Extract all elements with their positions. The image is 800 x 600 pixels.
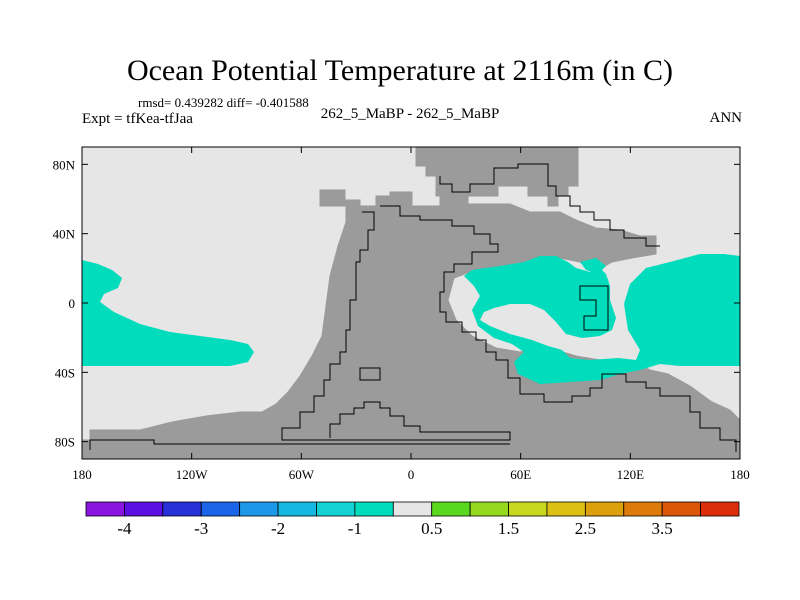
land-arctic bbox=[415, 146, 579, 207]
x-tick-label: 0 bbox=[408, 467, 415, 482]
contour-interior bbox=[380, 205, 737, 452]
colorbar-label: 3.5 bbox=[652, 519, 673, 538]
colorbar-swatch bbox=[469, 501, 509, 517]
colorbar-label: -4 bbox=[117, 519, 132, 538]
colorbar-label: -1 bbox=[348, 519, 362, 538]
colorbar-swatch bbox=[85, 501, 125, 517]
colorbar-swatch bbox=[354, 501, 394, 517]
x-tick-label: 60W bbox=[289, 467, 315, 482]
y-tick-label: 80N bbox=[53, 157, 76, 172]
colorbar-label: 0.5 bbox=[421, 519, 442, 538]
colorbar-label: -2 bbox=[271, 519, 285, 538]
colorbar-swatch bbox=[392, 501, 433, 517]
colorbar-swatch bbox=[277, 501, 317, 517]
x-tick-label: 180 bbox=[730, 467, 750, 482]
y-tick-label: 40N bbox=[53, 227, 76, 242]
colorbar-swatch bbox=[239, 501, 279, 517]
colorbar-swatch bbox=[546, 501, 586, 517]
colorbar-swatch bbox=[431, 501, 471, 517]
colorbar-swatch bbox=[623, 501, 663, 517]
y-tick-label: 0 bbox=[69, 296, 76, 311]
y-tick-label: 40S bbox=[55, 365, 75, 380]
contour-coastline-west bbox=[281, 211, 511, 441]
x-tick-label: 60E bbox=[510, 467, 531, 482]
colorbar-swatch bbox=[508, 501, 548, 517]
colorbar-swatch bbox=[316, 501, 356, 517]
contour-gulf bbox=[579, 285, 609, 331]
colorbar-swatch bbox=[124, 501, 164, 517]
anomaly-pacific-tongue bbox=[82, 260, 254, 366]
colorbar-swatch bbox=[700, 501, 740, 517]
x-tick-label: 180 bbox=[72, 467, 92, 482]
colorbar-label: -3 bbox=[194, 519, 208, 538]
contour-arctic bbox=[439, 163, 660, 247]
case-label: 262_5_MaBP - 262_5_MaBP bbox=[320, 106, 500, 122]
colorbar-swatch bbox=[162, 501, 202, 517]
x-tick-label: 120E bbox=[617, 467, 645, 482]
experiment-label: Expt = tfKea-tfJaa bbox=[82, 111, 193, 127]
map-plot bbox=[81, 146, 741, 460]
land-main-continent bbox=[81, 189, 741, 460]
y-tick-label: 80S bbox=[55, 435, 75, 450]
colorbar-swatch bbox=[200, 501, 241, 517]
contour-south-basin bbox=[89, 439, 510, 450]
season-label: ANN bbox=[709, 110, 743, 126]
map-axes: 180 120W 60W 0 60E 120E 180 80N 40N 0 40S 80S bbox=[53, 147, 750, 482]
colorbar-swatch bbox=[661, 501, 701, 517]
colorbar-label: 2.5 bbox=[575, 519, 596, 538]
colorbar: -4 -3 -2 -1 0.5 1.5 2.5 3.5 bbox=[85, 501, 740, 538]
x-tick-label: 120W bbox=[176, 467, 209, 482]
colorbar-label: 1.5 bbox=[498, 519, 519, 538]
map-title: Ocean Potential Temperature at 2116m (in… bbox=[126, 54, 674, 87]
anomaly-tethys bbox=[464, 254, 740, 384]
contour-small-island bbox=[359, 367, 381, 381]
stats-text: rmsd= 0.439282 diff= -0.401588 bbox=[138, 95, 309, 110]
anomaly-arctic-inlet bbox=[580, 258, 606, 274]
colorbar-swatch bbox=[584, 501, 625, 517]
